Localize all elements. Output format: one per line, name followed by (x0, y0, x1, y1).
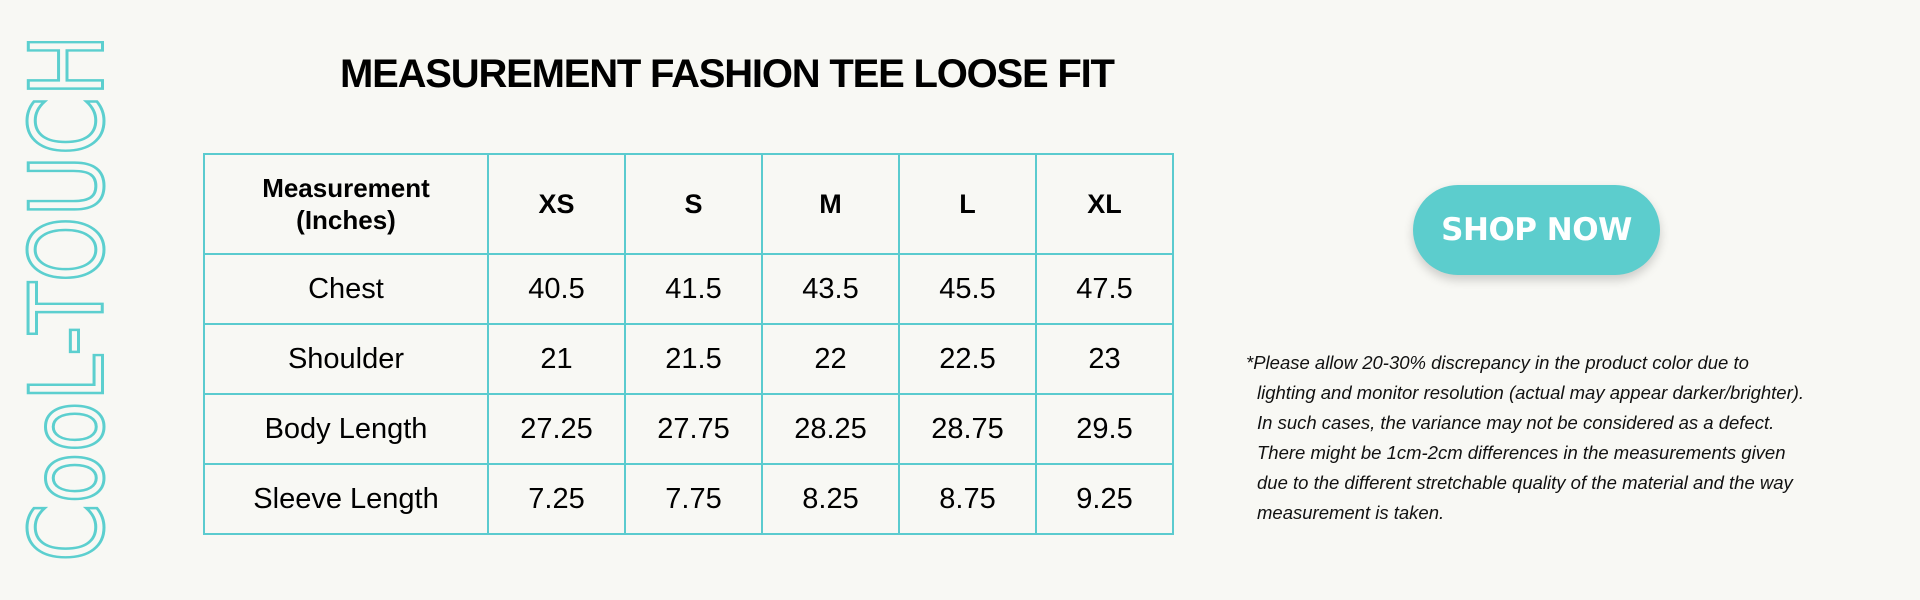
disclaimer-line: measurement is taken. (1257, 502, 1445, 523)
brand-logo-graphic: CooL-TOUCH (22, 33, 110, 564)
row-label: Body Length (203, 393, 489, 465)
size-chart-table: Measurement (Inches) XS S M L XL Chest 4… (203, 153, 1174, 535)
header-size-xl: XL (1035, 153, 1174, 255)
table-cell: 7.25 (487, 463, 626, 535)
table-row-sleeve-length: Sleeve Length 7.25 7.75 8.25 8.75 9.25 (203, 463, 1174, 535)
page-title: MEASUREMENT FASHION TEE LOOSE FIT (340, 52, 1115, 96)
header-measurement-label: Measurement (262, 172, 430, 203)
table-cell: 29.5 (1035, 393, 1174, 465)
disclaimer-line: lighting and monitor resolution (actual … (1257, 382, 1805, 403)
table-cell: 45.5 (898, 253, 1037, 325)
disclaimer-line: *Please allow 20-30% discrepancy in the … (1246, 352, 1749, 373)
table-cell: 27.25 (487, 393, 626, 465)
header-size-l: L (898, 153, 1037, 255)
disclaimer-line: There might be 1cm-2cm differences in th… (1257, 442, 1786, 463)
table-cell: 21.5 (624, 323, 763, 395)
row-label: Sleeve Length (203, 463, 489, 535)
table-cell: 27.75 (624, 393, 763, 465)
brand-logo: CooL-TOUCH (22, 28, 110, 568)
header-measurement-cell: Measurement (Inches) (203, 153, 489, 255)
table-row-shoulder: Shoulder 21 21.5 22 22.5 23 (203, 323, 1174, 395)
table-row-chest: Chest 40.5 41.5 43.5 45.5 47.5 (203, 253, 1174, 325)
table-cell: 22.5 (898, 323, 1037, 395)
disclaimer-note: *Please allow 20-30% discrepancy in the … (1246, 348, 1836, 528)
row-label: Chest (203, 253, 489, 325)
table-cell: 21 (487, 323, 626, 395)
header-size-m: M (761, 153, 900, 255)
table-cell: 43.5 (761, 253, 900, 325)
table-cell: 22 (761, 323, 900, 395)
header-size-xs: XS (487, 153, 626, 255)
table-cell: 9.25 (1035, 463, 1174, 535)
table-cell: 23 (1035, 323, 1174, 395)
shop-now-button[interactable]: SHOP NOW (1413, 185, 1660, 275)
row-label: Shoulder (203, 323, 489, 395)
brand-logo-text: CooL-TOUCH (22, 34, 110, 562)
table-header-row: Measurement (Inches) XS S M L XL (203, 153, 1174, 255)
header-size-s: S (624, 153, 763, 255)
table-cell: 40.5 (487, 253, 626, 325)
table-row-body-length: Body Length 27.25 27.75 28.25 28.75 29.5 (203, 393, 1174, 465)
table-cell: 8.25 (761, 463, 900, 535)
table-cell: 28.25 (761, 393, 900, 465)
table-cell: 8.75 (898, 463, 1037, 535)
table-cell: 47.5 (1035, 253, 1174, 325)
table-cell: 28.75 (898, 393, 1037, 465)
table-cell: 7.75 (624, 463, 763, 535)
header-unit-label: (Inches) (296, 205, 396, 235)
table-cell: 41.5 (624, 253, 763, 325)
disclaimer-line: due to the different stretchable quality… (1257, 472, 1793, 493)
disclaimer-line: In such cases, the variance may not be c… (1257, 412, 1775, 433)
